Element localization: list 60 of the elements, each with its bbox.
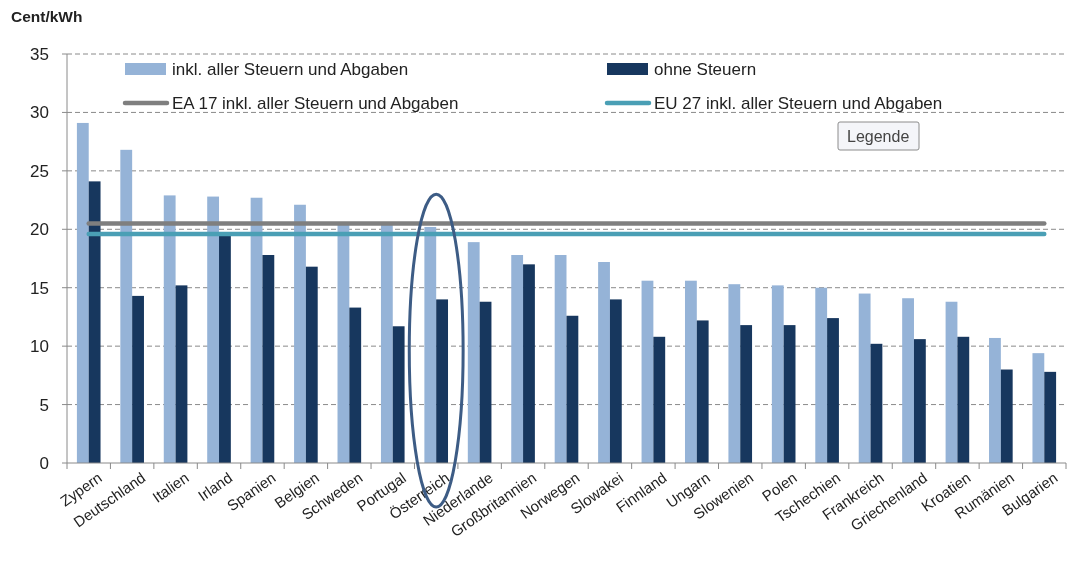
bar — [392, 326, 405, 463]
bar — [523, 264, 535, 463]
bar — [827, 318, 839, 463]
annotation: Legende — [847, 127, 910, 145]
bar — [436, 299, 449, 463]
bar — [554, 254, 567, 463]
bar — [783, 325, 796, 463]
bar — [479, 301, 492, 463]
y-tick-label: 35 — [30, 44, 49, 64]
bar — [870, 343, 883, 463]
bar — [294, 204, 306, 463]
bar — [609, 299, 622, 463]
bar — [132, 295, 144, 463]
legend-label: EU 27 inkl. aller Steuern und Abgaben — [654, 93, 943, 113]
bar — [598, 262, 610, 463]
bar — [250, 197, 263, 463]
bar — [858, 293, 871, 463]
bar — [653, 336, 666, 463]
y-tick-label: 30 — [30, 103, 49, 123]
bar — [424, 226, 437, 463]
legend-label: ohne Steuern — [654, 59, 757, 79]
bar — [1032, 353, 1045, 463]
bar — [76, 122, 89, 463]
y-tick-label: 20 — [30, 220, 49, 240]
bar — [467, 242, 480, 463]
bar — [337, 223, 350, 463]
bar — [380, 223, 393, 463]
bar — [207, 196, 220, 463]
bar — [696, 320, 709, 463]
bar — [771, 285, 784, 463]
bar — [120, 149, 133, 463]
bar — [740, 325, 753, 463]
y-tick-label: 10 — [30, 337, 49, 357]
bar — [163, 195, 176, 463]
bar — [262, 254, 275, 463]
bar — [913, 339, 926, 463]
bar — [305, 266, 318, 463]
bar — [957, 336, 970, 463]
bar — [88, 181, 101, 463]
bar — [989, 337, 1001, 463]
bar — [815, 287, 828, 463]
bar — [349, 307, 362, 463]
y-tick-label: 5 — [39, 395, 49, 415]
y-tick-label: 25 — [30, 161, 49, 181]
bar — [728, 284, 741, 463]
bar — [175, 285, 188, 463]
bar — [1000, 369, 1013, 463]
y-tick-label: 0 — [39, 453, 49, 473]
bar — [641, 280, 654, 463]
bar — [1044, 371, 1057, 463]
legend-label: inkl. aller Steuern und Abgaben — [172, 59, 409, 79]
bar — [219, 233, 231, 463]
y-axis-title: Cent/kWh — [11, 8, 83, 25]
bar — [684, 280, 697, 463]
bar — [566, 315, 579, 463]
y-tick-label: 15 — [30, 278, 49, 298]
bar — [511, 254, 524, 463]
bar — [902, 298, 914, 463]
legend-label: EA 17 inkl. aller Steuern und Abgaben — [172, 93, 459, 113]
bar — [945, 301, 958, 463]
